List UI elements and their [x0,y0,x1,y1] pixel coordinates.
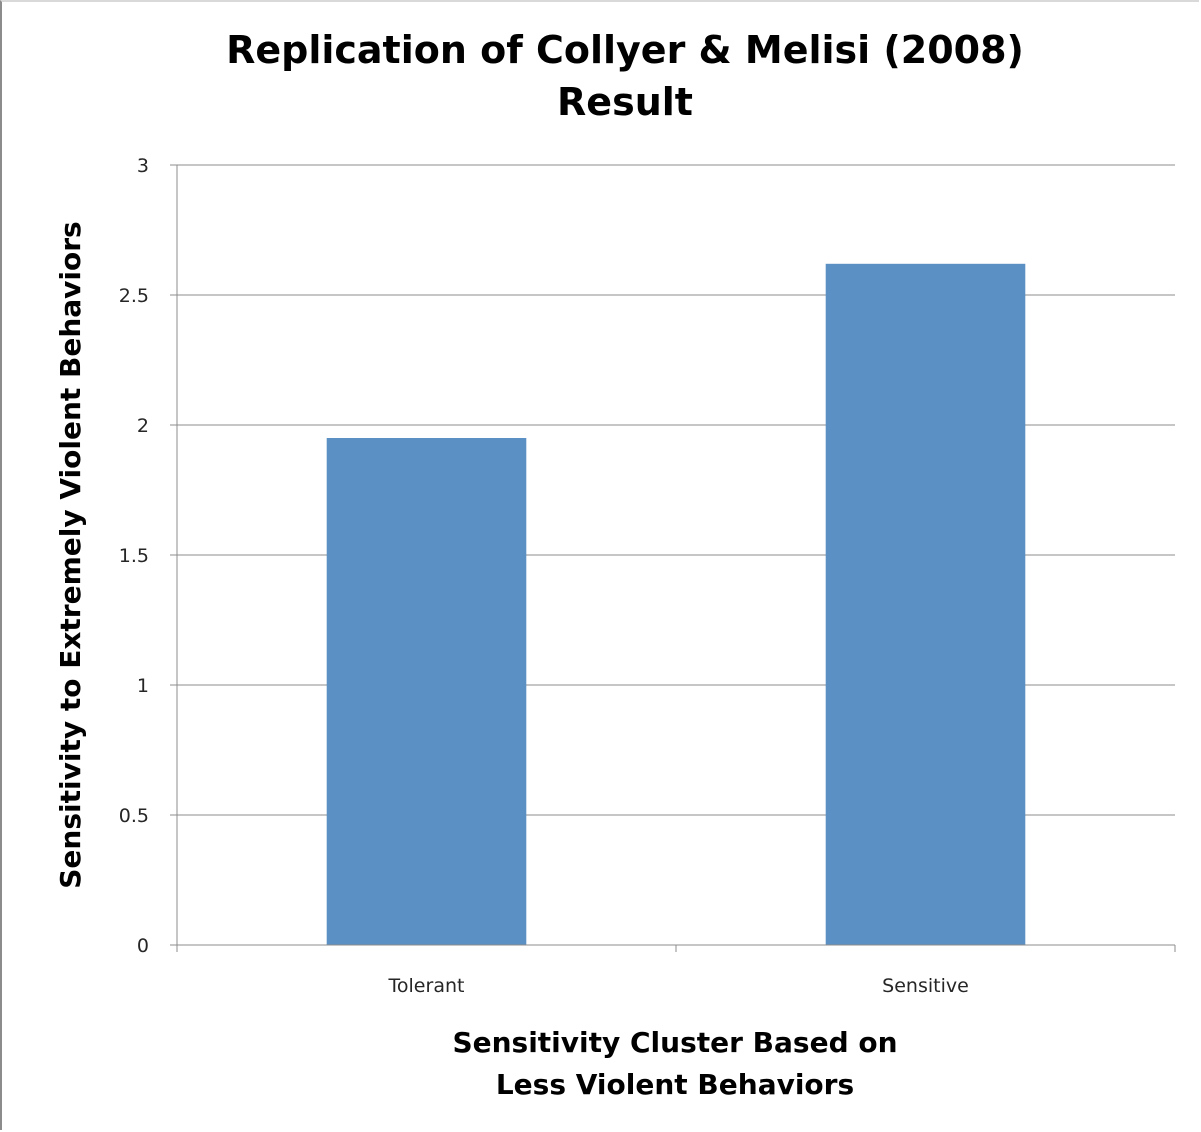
y-tick-label: 1.5 [119,545,149,567]
y-tick-labels: 0 0.5 1 1.5 2 2.5 3 [119,155,149,957]
x-axis-title-line-1: Sensitivity Cluster Based on [452,1026,897,1059]
bars [326,263,1026,945]
y-axis-title: Sensitivity to Extremely Violent Behavio… [54,221,87,888]
chart-title-line-1: Replication of Collyer & Melisi (2008) [226,28,1024,72]
bar-sensitive [825,263,1026,945]
x-axis-title-line-2: Less Violent Behaviors [496,1068,854,1101]
y-tick-label: 2 [137,415,149,437]
y-tick-label: 3 [137,155,149,177]
chart-title-line-2: Result [557,80,693,124]
y-tick-label: 0.5 [119,805,149,827]
y-tick-label: 0 [137,935,149,957]
bar-tolerant [326,438,527,945]
x-tick-label-tolerant: Tolerant [388,975,465,997]
y-tick-label: 1 [137,675,149,697]
x-tick-label-sensitive: Sensitive [882,975,969,997]
y-tick-label: 2.5 [119,285,149,307]
x-tick-labels: Tolerant Sensitive [388,975,969,997]
axes [170,164,1176,952]
